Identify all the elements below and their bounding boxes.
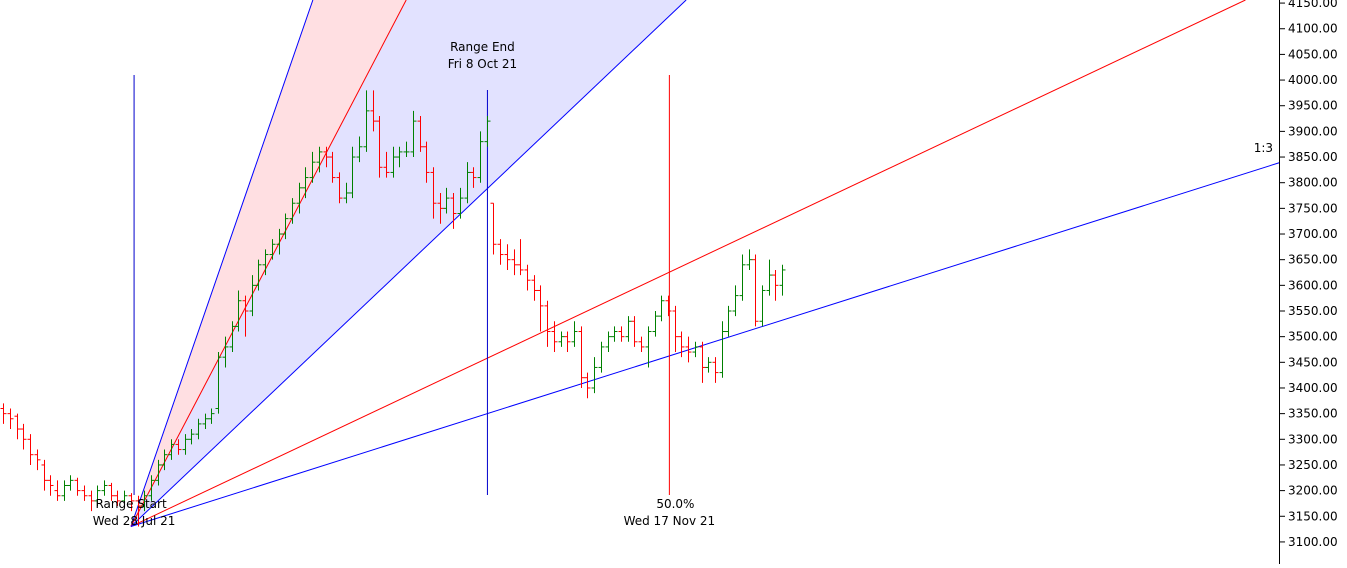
y-tick-label: 3700.00 [1288,227,1338,241]
y-tick-label: 3250.00 [1288,458,1338,472]
fan-line [130,0,407,527]
y-tick-label: 3200.00 [1288,484,1338,498]
marker-label: Range End [450,40,515,54]
y-tick-label: 3300.00 [1288,432,1338,446]
y-tick-label: 3650.00 [1288,253,1338,267]
y-tick-label: 3900.00 [1288,124,1338,138]
fan-line [130,0,1246,527]
y-tick-label: 3150.00 [1288,509,1338,523]
y-tick-label: 4150.00 [1288,0,1338,10]
y-tick-label: 3550.00 [1288,304,1338,318]
fan-line [130,0,314,527]
y-tick-label: 3100.00 [1288,535,1338,549]
y-tick-label: 3450.00 [1288,355,1338,369]
marker-date: Fri 8 Oct 21 [448,57,517,71]
y-tick-label: 4100.00 [1288,22,1338,36]
marker-date: Wed 28 Jul 21 [93,514,176,528]
y-tick-label: 3400.00 [1288,381,1338,395]
fan-line [130,0,687,527]
y-tick-label: 3850.00 [1288,150,1338,164]
y-tick-label: 3950.00 [1288,99,1338,113]
y-tick-label: 4050.00 [1288,47,1338,61]
marker-label: 50.0% [656,497,694,511]
fan-label: 1:3 [1254,141,1273,155]
marker-date: Wed 17 Nov 21 [624,514,716,528]
y-tick-label: 3500.00 [1288,330,1338,344]
y-tick-label: 3350.00 [1288,407,1338,421]
marker-label: Range Start [95,497,166,511]
y-tick-label: 3600.00 [1288,278,1338,292]
y-tick-label: 3750.00 [1288,201,1338,215]
plot-area [0,0,1279,528]
fan-line [130,162,1279,528]
y-tick-label: 3800.00 [1288,176,1338,190]
y-tick-label: 4000.00 [1288,73,1338,87]
